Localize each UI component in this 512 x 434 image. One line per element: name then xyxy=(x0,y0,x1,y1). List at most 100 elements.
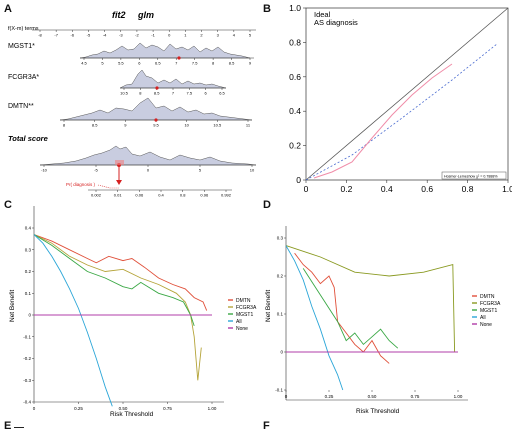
legend-label-mgst1: MGST1 xyxy=(236,312,253,318)
ylabel-d: Net Benefit xyxy=(265,290,272,322)
dca-c-x-tick-label: 1.00 xyxy=(208,406,217,411)
top-axis-tick-label: 4 xyxy=(233,33,236,38)
dmtn-axis-tick-label: 8 xyxy=(63,123,66,128)
dca-d-y-tick-label: 0.1 xyxy=(277,312,284,317)
mgst1-axis-tick-label: 7.5 xyxy=(192,61,198,66)
dca-d-x-tick-label: 0 xyxy=(285,394,288,399)
calibration-x-tick-label: 0.2 xyxy=(340,184,352,194)
calibration-y-tick-label: 0.2 xyxy=(289,141,301,151)
density-dmtn xyxy=(59,97,253,121)
series-line-fcgr3a xyxy=(285,245,456,353)
top-axis-tick-label: -6 xyxy=(71,33,75,38)
dca-c-y-tick-label: 0.2 xyxy=(25,269,32,274)
top-axis-label: f(X-m) terms xyxy=(8,26,39,32)
top-axis-tick-label: 5 xyxy=(249,33,252,38)
total-score-axis-tick-label: 0 xyxy=(147,168,150,173)
top-axis-tick-label: 1 xyxy=(184,33,187,38)
mgst1-axis-tick-label: 6 xyxy=(138,61,141,66)
prob-axis-tick-label: 0.96 xyxy=(200,193,209,198)
calibration-y-tick-label: 0 xyxy=(296,175,301,185)
marker-fcgr3a xyxy=(155,86,159,90)
total-score-axis-tick-label: 10 xyxy=(250,168,255,173)
calibration-x-tick-label: 0 xyxy=(304,184,309,194)
nomogram-model-name: glm xyxy=(137,10,154,20)
mgst1-axis-tick-label: 7 xyxy=(175,61,178,66)
prob-axis-tick-label: 0.4 xyxy=(158,193,164,198)
fcgr3a-axis-tick-label: 8 xyxy=(139,91,142,96)
series-line-all xyxy=(33,234,113,407)
calibration-axis-ticks: 0 0.2 0.4 0.6 0.8 1.0 0 0.2 0.4 0.6 0.8 1.0 xyxy=(289,3,512,194)
top-axis-tick-label: -3 xyxy=(119,33,123,38)
panel-letter-d: D xyxy=(263,199,271,211)
fcgr3a-axis-tick-label: 6.5 xyxy=(219,91,225,96)
legend-label-all: All xyxy=(480,315,486,321)
top-axis-ticks: -8 -7 -6 -5 -4 -3 -2 -1 0 1 2 3 4 5 xyxy=(38,30,252,38)
dca-c-x-tick-label: 0 xyxy=(33,406,36,411)
calibration-y-tick-label: 0.6 xyxy=(289,72,301,82)
mgst1-axis-tick-label: 4.5 xyxy=(81,61,87,66)
top-axis-tick-label: -2 xyxy=(135,33,139,38)
dmtn-axis-tick-label: 9.5 xyxy=(153,123,159,128)
prob-axis-pointer xyxy=(97,184,119,189)
legend-label-none: None xyxy=(236,326,248,332)
dmtn-axis-tick-label: 10 xyxy=(184,123,189,128)
dca-d-x-tick-label: 0.25 xyxy=(325,394,334,399)
mgst1-axis-tick-label: 5.5 xyxy=(118,61,124,66)
top-axis-tick-label: -1 xyxy=(151,33,155,38)
top-axis-tick-label: -4 xyxy=(103,33,107,38)
marker-dmtn xyxy=(154,118,158,122)
mgst1-axis-tick-label: 9 xyxy=(249,61,252,66)
calibration-y-tick-label: 1.0 xyxy=(289,3,301,13)
density-mgst1 xyxy=(79,42,251,59)
legend-label-fcgr3a: FCGR3A xyxy=(480,301,501,307)
total-score-axis-tick-label: 5 xyxy=(199,168,202,173)
prob-axis-tick-label: 0.002 xyxy=(91,193,102,198)
dca-c-y-tick-label: 0.4 xyxy=(25,226,32,231)
fcgr3a-axis-tick-label: 7 xyxy=(172,91,175,96)
dca-d-x-tick-label: 0.50 xyxy=(368,394,377,399)
dca-c-x-tick-label: 0.75 xyxy=(163,406,172,411)
prob-axis-tick-label: 0.992 xyxy=(221,193,232,198)
dca-c-y-tick-label: 0 xyxy=(28,313,31,318)
row-label-dmtn: DMTN** xyxy=(8,103,34,110)
mgst1-axis-tick-label: 8 xyxy=(212,61,215,66)
fcgr3a-axis-tick-label: 8.5 xyxy=(154,91,160,96)
prob-axis-tick-label: 0.01 xyxy=(114,193,123,198)
dca-c-y-tick-label: -0.3 xyxy=(23,378,31,383)
panel-letter-e: E xyxy=(4,420,12,432)
dca-d-y-tick-label: 0.3 xyxy=(277,236,284,241)
row-label-mgst1: MGST1* xyxy=(8,43,35,50)
dmtn-axis-tick-label: 9 xyxy=(124,123,127,128)
top-axis-tick-label: -8 xyxy=(38,33,42,38)
prob-axis-tick-label: 0.8 xyxy=(180,193,186,198)
legend-label-dmtn: DMTN xyxy=(236,298,251,304)
calibration-note: Hosmer-Lemeshow χ² = 0.7888% xyxy=(444,175,498,179)
calibration-y-tick-label: 0.4 xyxy=(289,106,301,116)
calibration-plot: 0 0.2 0.4 0.6 0.8 1.0 0 0.2 0.4 0.6 0.8 1.0 Ideal A… xyxy=(289,3,512,194)
panel-letter-a: A xyxy=(4,3,12,15)
top-axis-tick-label: 3 xyxy=(217,33,220,38)
mgst1-axis-tick-label: 8.5 xyxy=(229,61,235,66)
top-axis-tick-label: 0 xyxy=(168,33,171,38)
prob-axis-label: Pr( diagnosis ) xyxy=(66,182,96,187)
top-axis-tick-label: 2 xyxy=(200,33,203,38)
total-score-axis-tick-label: -10 xyxy=(41,168,48,173)
row-label-total-score: Total score xyxy=(8,134,48,143)
xlabel-c: Risk Threshold xyxy=(110,411,154,418)
calibration-dashed-line xyxy=(305,43,498,181)
density-fcgr3a xyxy=(119,69,227,89)
fcgr3a-axis-tick-label: 6 xyxy=(205,91,208,96)
calibration-note-box xyxy=(441,171,507,180)
total-score-highlight xyxy=(115,160,124,165)
mgst1-axis-tick-label: 5 xyxy=(101,61,104,66)
dca-plot-d: Net Benefit Risk Threshold 0 0.25 0.50 0.75… xyxy=(265,226,501,415)
mgst1-axis-ticks: 4.5 5 5.5 6 6.5 7 7.5 8 8.5 9 xyxy=(81,58,252,66)
legend-ideal: Ideal xyxy=(314,10,331,19)
panel-e-underline xyxy=(14,427,24,428)
connector-arrowhead xyxy=(116,180,122,185)
dca-c-y-tick-label: 0.1 xyxy=(25,291,32,296)
dca-c-x-tick-label: 0.50 xyxy=(119,406,128,411)
dca-d-y-tick-label: 0 xyxy=(280,350,283,355)
legend-label-mgst1: MGST1 xyxy=(480,308,497,314)
